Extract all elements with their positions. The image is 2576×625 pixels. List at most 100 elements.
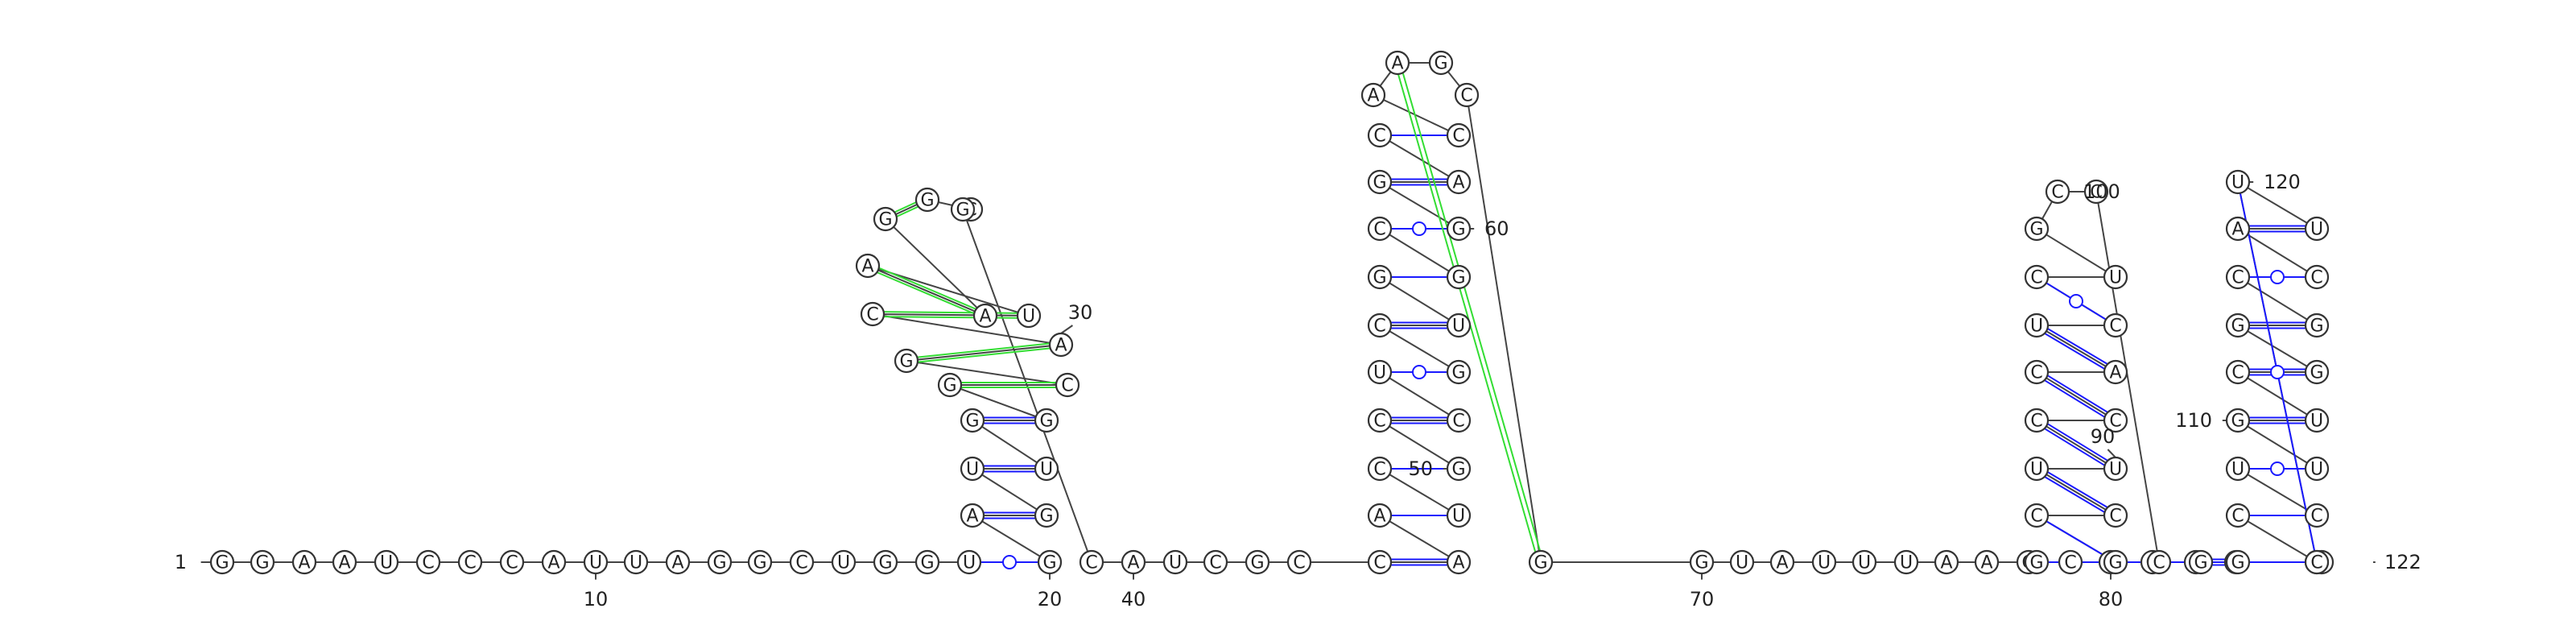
nucleotide-circle bbox=[415, 549, 441, 575]
nucleotide-letter: U bbox=[963, 553, 976, 573]
nucleotide-letter: A bbox=[1940, 553, 1952, 573]
nucleotide: U bbox=[956, 549, 982, 575]
nucleotide-circle bbox=[855, 253, 881, 279]
nucleotide-circle bbox=[2024, 216, 2050, 242]
gc-pair-line bbox=[2047, 423, 2108, 462]
nucleotide-letter: U bbox=[1169, 553, 1182, 573]
nucleotide-letter: U bbox=[1040, 460, 1053, 480]
nucleotide: U bbox=[2024, 456, 2050, 482]
nucleotide: G bbox=[2225, 408, 2251, 433]
nucleotide-letter: A bbox=[1452, 173, 1464, 193]
nucleotide-letter: G bbox=[956, 201, 969, 221]
nucleotide-circle bbox=[1037, 549, 1063, 575]
nucleotide: C bbox=[2024, 359, 2050, 385]
nucleotide: U bbox=[2225, 169, 2251, 195]
numbering-label: 122 bbox=[2384, 551, 2421, 573]
nucleotide-circle bbox=[2304, 312, 2330, 338]
nucleotide-circle bbox=[860, 301, 886, 327]
nucleotide: G bbox=[1689, 549, 1715, 575]
nucleotide-circle bbox=[1446, 216, 1472, 242]
nucleotide-letter: C bbox=[2153, 553, 2165, 573]
nucleotide-letter: C bbox=[2109, 317, 2121, 337]
nucleotide-circle bbox=[1446, 549, 1472, 575]
nucleotide: U bbox=[1852, 549, 1877, 575]
nucleotide-letter: G bbox=[920, 553, 934, 573]
nucleotide-letter: G bbox=[1373, 173, 1386, 193]
nucleotide: G bbox=[914, 549, 940, 575]
backbone-segment bbox=[1466, 94, 1542, 563]
numbering-label: 120 bbox=[2264, 171, 2301, 193]
nucleotide: U bbox=[1034, 456, 1059, 482]
gc-pair-line bbox=[2044, 428, 2105, 466]
nucleotide: A bbox=[541, 549, 567, 575]
pseudoknot-pair-line bbox=[906, 341, 1061, 360]
nucleotide: A bbox=[1446, 169, 1472, 195]
nucleotide: C bbox=[1454, 82, 1480, 108]
nucleotide-circle bbox=[2225, 169, 2251, 195]
nucleotide-circle bbox=[1811, 549, 1837, 575]
nucleotide-circle bbox=[1446, 359, 1472, 385]
nucleotide-letter: G bbox=[965, 412, 979, 432]
nucleotide: U bbox=[2304, 408, 2330, 433]
nucleotide: G bbox=[894, 348, 919, 374]
nucleotide-circle bbox=[950, 197, 976, 222]
nucleotide: A bbox=[1934, 549, 1959, 575]
nucleotide-circle bbox=[1245, 549, 1270, 575]
nucleotide-letter: C bbox=[2109, 507, 2121, 527]
nucleotide: U bbox=[2225, 456, 2251, 482]
nucleotide-letter: G bbox=[2231, 553, 2244, 573]
nucleotide: A bbox=[1048, 332, 1074, 358]
nucleotide-circle bbox=[1367, 456, 1393, 482]
nucleotide: A bbox=[1974, 549, 2000, 575]
nucleotide: U bbox=[2304, 456, 2330, 482]
numbering-label: 20 bbox=[1038, 588, 1063, 611]
nucleotide: A bbox=[1121, 549, 1146, 575]
nucleotide-letter: A bbox=[1452, 553, 1464, 573]
nucleotide-circle bbox=[707, 549, 733, 575]
nucleotide-circle bbox=[2024, 549, 2050, 575]
nucleotide-letter: C bbox=[2030, 412, 2042, 432]
nucleotide-circle bbox=[1769, 549, 1795, 575]
nucleotide: C bbox=[2058, 549, 2083, 575]
nucleotide-letter: G bbox=[712, 553, 726, 573]
nucleotide-circle bbox=[1446, 122, 1472, 148]
nucleotide-letter: G bbox=[215, 553, 229, 573]
nucleotide-letter: A bbox=[1373, 507, 1385, 527]
nucleotide: C bbox=[457, 549, 483, 575]
nucleotide: C bbox=[499, 549, 525, 575]
backbone-segment bbox=[2237, 515, 2318, 563]
numbering-label: 70 bbox=[1690, 588, 1715, 611]
nucleotide: A bbox=[1367, 503, 1393, 528]
nucleotide-letter: C bbox=[1293, 553, 1305, 573]
nucleotide-circle bbox=[541, 549, 567, 575]
nucleotide-circle bbox=[499, 549, 525, 575]
nucleotide-circle bbox=[1367, 503, 1393, 528]
nucleotide-circle bbox=[2103, 264, 2128, 290]
nucleotide-circle bbox=[1446, 408, 1472, 433]
nucleotide-circle bbox=[2103, 503, 2128, 528]
nucleotide-letter: G bbox=[1695, 553, 1708, 573]
nucleotide: G bbox=[2304, 359, 2330, 385]
nucleotide-letter: A bbox=[338, 553, 350, 573]
nucleotide-circle bbox=[623, 549, 649, 575]
nucleotide-letter: G bbox=[1451, 220, 1465, 240]
nucleotide-circle bbox=[1446, 503, 1472, 528]
nucleotide-letter: G bbox=[2029, 553, 2043, 573]
nucleotide: C bbox=[415, 549, 441, 575]
nucleotide: C bbox=[2225, 503, 2251, 528]
gc-pair-line bbox=[2047, 328, 2108, 365]
wobble-pair-marker bbox=[2270, 270, 2285, 284]
nucleotide-letter: U bbox=[589, 553, 602, 573]
nucleotide-letter: A bbox=[547, 553, 559, 573]
nucleotide: G bbox=[1446, 264, 1472, 290]
nucleotide-letter: U bbox=[837, 553, 850, 573]
nucleotide-letter: C bbox=[2030, 507, 2042, 527]
nucleotide: G bbox=[2188, 549, 2214, 575]
nucleotide: A bbox=[855, 253, 881, 279]
nucleotide-circle bbox=[2024, 456, 2050, 482]
nucleotide-letter: G bbox=[1250, 553, 1264, 573]
nucleotide-letter: G bbox=[1434, 54, 1447, 74]
nucleotide: C bbox=[2103, 408, 2128, 433]
nucleotide-circle bbox=[1367, 549, 1393, 575]
nucleotide-letter: G bbox=[878, 210, 892, 230]
